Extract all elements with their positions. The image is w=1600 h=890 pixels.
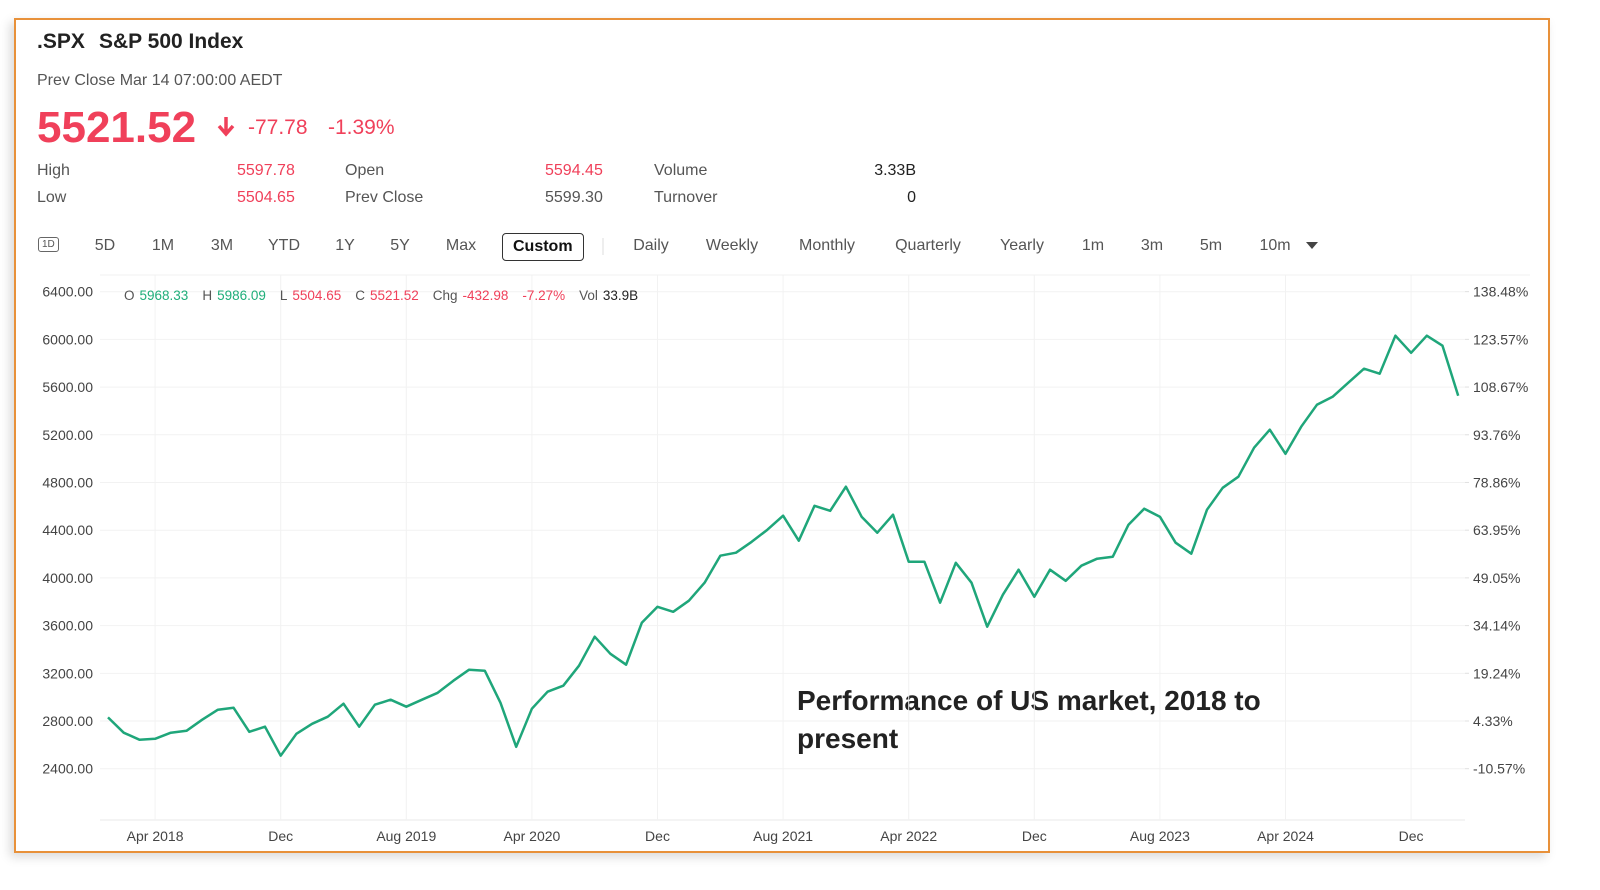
prev-close-time: Prev Close Mar 14 07:00:00 AEDT	[37, 72, 283, 89]
range-button[interactable]: 5D	[94, 237, 116, 254]
stat-label: Open	[345, 162, 385, 179]
stat-value: 5599.30	[545, 189, 603, 206]
y-tick-label: 2400.00	[42, 761, 93, 777]
ohlc-legend: O 5968.33 H 5986.09 L 5504.65 C 5521.52 Chg -432.…	[124, 288, 638, 303]
x-tick-label: Aug 2019	[376, 828, 436, 844]
y2-tick-label: 138.48%	[1473, 284, 1528, 300]
stat-value: 0	[907, 189, 916, 206]
y2-tick-label: -10.57%	[1473, 761, 1525, 777]
symbol: .SPX	[37, 30, 85, 53]
custom-range-button[interactable]: Custom	[502, 233, 584, 261]
interval-button[interactable]: Quarterly	[895, 237, 961, 254]
range-button[interactable]: 5Y	[390, 237, 410, 254]
y-tick-label: 2800.00	[42, 713, 93, 729]
y-tick-label: 4400.00	[42, 522, 93, 538]
stat-label: Volume	[654, 162, 708, 179]
y-tick-label: 3600.00	[42, 618, 93, 634]
change: -77.78	[248, 116, 308, 139]
x-tick-label: Apr 2018	[127, 828, 184, 844]
range-button[interactable]: Max	[445, 237, 477, 254]
y-tick-label: 5600.00	[42, 379, 93, 395]
ohlc-value: -432.98	[463, 288, 509, 303]
y2-tick-label: 4.33%	[1473, 713, 1513, 729]
y2-tick-label: 123.57%	[1473, 331, 1528, 347]
y-tick-label: 6000.00	[42, 331, 93, 347]
interval-button[interactable]: Weekly	[705, 237, 759, 254]
range-button[interactable]: 3M	[210, 237, 234, 254]
interval-button[interactable]: 3m	[1140, 237, 1164, 254]
stat-value: 3.33B	[874, 162, 916, 179]
y2-tick-label: 34.14%	[1473, 618, 1520, 634]
stat-label: Turnover	[654, 189, 718, 206]
ohlc-label: L	[280, 288, 288, 303]
ohlc-label: O	[124, 288, 135, 303]
y2-tick-label: 93.76%	[1473, 427, 1520, 443]
range-icon[interactable]: 1D	[38, 237, 59, 252]
x-tick-label: Dec	[1399, 828, 1424, 844]
x-tick-label: Dec	[645, 828, 670, 844]
stat-value: 5504.65	[237, 189, 295, 206]
ohlc-value: 5504.65	[292, 288, 341, 303]
price: 5521.52	[37, 103, 197, 152]
change-pct: -1.39%	[328, 116, 395, 139]
x-tick-label: Apr 2020	[503, 828, 560, 844]
interval-button[interactable]: 5m	[1199, 237, 1223, 254]
y-tick-label: 4000.00	[42, 570, 93, 586]
dropdown-caret[interactable]	[1305, 241, 1319, 251]
x-tick-label: Dec	[268, 828, 293, 844]
frame	[14, 18, 1550, 853]
y2-tick-label: 108.67%	[1473, 379, 1528, 395]
y2-tick-label: 78.86%	[1473, 474, 1520, 490]
x-tick-label: Dec	[1022, 828, 1047, 844]
stat-value: 5594.45	[545, 162, 603, 179]
ohlc-label: C	[355, 288, 365, 303]
y-tick-label: 4800.00	[42, 475, 93, 491]
ohlc-value: 5968.33	[140, 288, 189, 303]
ohlc-value: 33.9B	[603, 288, 638, 303]
down-arrow	[217, 117, 235, 137]
stat-value: 5597.78	[237, 162, 295, 179]
range-button[interactable]: 1M	[151, 237, 175, 254]
ohlc-value: 5986.09	[217, 288, 266, 303]
x-tick-label: Apr 2024	[1257, 828, 1314, 844]
x-tick-label: Aug 2021	[753, 828, 813, 844]
ohlc-value: -7.27%	[522, 288, 565, 303]
stat-label: Prev Close	[345, 189, 424, 206]
stat-label: Low	[37, 189, 67, 206]
y2-tick-label: 63.95%	[1473, 522, 1520, 538]
y-tick-label: 3200.00	[42, 665, 93, 681]
y2-tick-label: 49.05%	[1473, 570, 1520, 586]
y-tick-label: 6400.00	[42, 284, 93, 300]
interval-button[interactable]: Monthly	[798, 237, 856, 254]
y-tick-label: 5200.00	[42, 427, 93, 443]
ohlc-label: Chg	[433, 288, 458, 303]
interval-button[interactable]: Daily	[633, 237, 669, 254]
price-line	[107, 334, 1460, 757]
interval-button[interactable]: 10m	[1259, 237, 1291, 254]
ohlc-label: H	[202, 288, 212, 303]
ohlc-value: 5521.52	[370, 288, 419, 303]
interval-button[interactable]: 1m	[1081, 237, 1105, 254]
y2-tick-label: 19.24%	[1473, 665, 1520, 681]
range-button[interactable]: YTD	[268, 237, 300, 254]
ohlc-label: Vol	[579, 288, 598, 303]
x-tick-label: Apr 2022	[880, 828, 937, 844]
x-tick-label: Aug 2023	[1130, 828, 1190, 844]
range-button[interactable]: 1Y	[335, 237, 355, 254]
interval-button[interactable]: Yearly	[1000, 237, 1044, 254]
stat-label: High	[37, 162, 70, 179]
annotation: Performance of US market, 2018 to presen…	[797, 685, 1261, 754]
index-name: S&P 500 Index	[99, 30, 244, 53]
